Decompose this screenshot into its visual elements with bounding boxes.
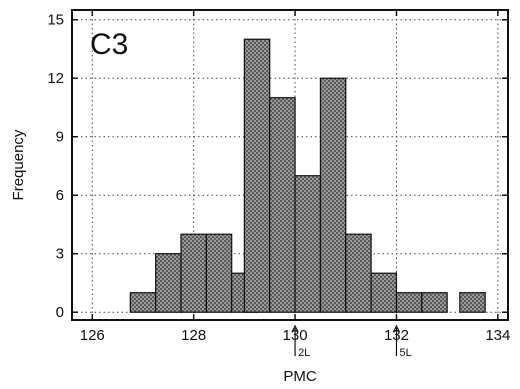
y-tick-label: 3 [56,246,64,263]
histogram-bar [243,38,271,313]
y-axis-label: Frequency [10,129,27,200]
markers-layer: 2L 5L [291,324,412,359]
bars-layer [129,38,486,313]
y-tick-label: 0 [56,304,64,321]
x-tick-label: 126 [80,327,105,344]
marker-arrow [291,324,299,333]
marker-label: 2L [298,347,310,359]
y-tick-label: 9 [56,129,64,146]
y-tick-label: 6 [56,187,64,204]
histogram-bar [345,233,372,313]
y-tick-label: 15 [47,12,64,29]
histogram-bar [269,97,296,313]
marker-label: 5L [399,347,411,359]
histogram-bar [294,175,322,313]
histogram-bar [421,292,448,313]
histogram-bar [370,272,398,313]
marker-arrow [392,324,401,333]
x-axis-label: PMC [283,368,317,385]
histogram-bar [180,233,207,313]
x-tick-label: 128 [181,327,206,344]
histogram-bar [129,292,157,313]
y-tick-label: 12 [47,70,64,87]
plot-frame [71,9,509,321]
histogram-bar [459,292,486,313]
x-tick-label: 134 [485,327,510,344]
histogram-bar [395,292,423,313]
histogram-bar [155,253,182,313]
histogram-bar [319,77,347,313]
histogram-bar [205,233,233,313]
panel-label: C3 [90,28,128,61]
